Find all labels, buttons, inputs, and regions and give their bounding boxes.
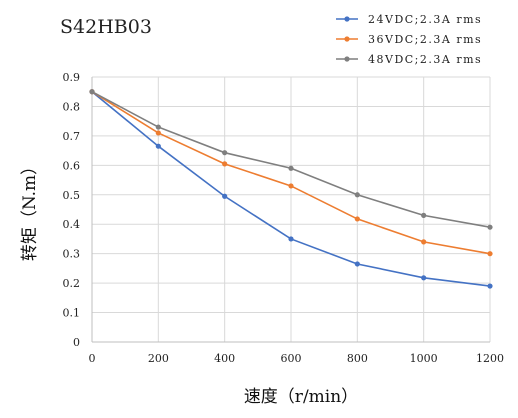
y-tick-label: 0.2	[63, 277, 81, 290]
data-point	[354, 261, 360, 267]
x-axis-label: 速度（r/min）	[244, 387, 358, 407]
x-tick-label: 1200	[476, 352, 504, 365]
series-lines	[89, 89, 493, 289]
data-point	[354, 216, 360, 222]
y-tick-label: 0.7	[63, 130, 81, 143]
data-point	[487, 251, 493, 257]
chart-title: S42HB03	[60, 16, 152, 38]
y-tick-label: 0	[73, 336, 80, 349]
legend-marker	[344, 16, 350, 22]
data-point	[288, 183, 294, 189]
y-tick-label: 0.6	[63, 159, 81, 172]
legend-label: 48VDC;2.3A rms	[368, 53, 482, 66]
legend-label: 24VDC;2.3A rms	[368, 13, 482, 26]
data-point	[354, 192, 360, 198]
x-tick-label: 800	[347, 352, 368, 365]
data-point	[421, 212, 427, 218]
y-tick-label: 0.3	[63, 248, 81, 261]
data-point	[89, 89, 95, 95]
data-point	[155, 124, 161, 130]
data-point	[421, 239, 427, 245]
x-tick-label: 200	[148, 352, 169, 365]
y-tick-label: 0.5	[63, 189, 81, 202]
data-point	[487, 283, 493, 289]
y-tick-label: 0.4	[63, 218, 81, 231]
legend-label: 36VDC;2.3A rms	[368, 33, 482, 46]
data-point	[155, 130, 161, 136]
y-tick-label: 0.9	[63, 71, 81, 84]
data-point	[222, 193, 228, 199]
y-axis-label: 转矩（N.m）	[20, 158, 40, 261]
data-point	[222, 150, 228, 156]
legend-marker	[344, 36, 350, 42]
axes: 0 0.1 0.2 0.3 0.4 0.5 0.6 0.7 0.8 0.9 0 200 400 600 80…	[63, 71, 505, 365]
data-point	[222, 161, 228, 167]
data-point	[288, 165, 294, 171]
x-tick-label: 1000	[410, 352, 438, 365]
x-tick-label: 600	[281, 352, 302, 365]
data-point	[421, 275, 427, 281]
data-point	[288, 236, 294, 242]
grid	[92, 76, 491, 342]
legend: 24VDC;2.3A rms 36VDC;2.3A rms 48VDC;2.3A r…	[336, 13, 482, 66]
data-point	[487, 224, 493, 230]
data-point	[155, 143, 161, 149]
y-tick-label: 0.8	[63, 100, 81, 113]
legend-marker	[344, 56, 350, 62]
y-tick-label: 0.1	[63, 307, 81, 320]
x-tick-label: 0	[89, 352, 96, 365]
x-tick-label: 400	[214, 352, 235, 365]
